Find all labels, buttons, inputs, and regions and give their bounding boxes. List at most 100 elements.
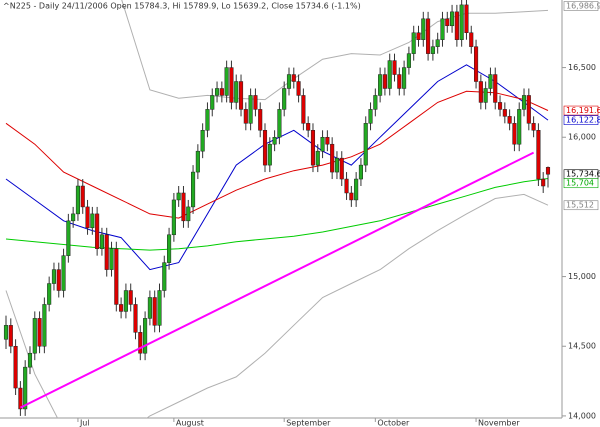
- candle-body: [109, 248, 114, 270]
- candle-body: [99, 234, 104, 249]
- candle-body: [13, 345, 18, 389]
- candle-body: [272, 136, 277, 145]
- candle-body: [502, 109, 507, 117]
- price-tag-box: [563, 115, 599, 125]
- candle-body: [238, 81, 244, 110]
- y-tick-label: 16,000: [568, 133, 596, 142]
- plot-area: [3, 0, 551, 418]
- candle-body: [291, 74, 296, 82]
- candle-body: [330, 143, 335, 173]
- candle-body: [358, 164, 363, 180]
- candle-body: [310, 130, 316, 166]
- candle-body: [133, 304, 138, 333]
- candle-body: [493, 74, 498, 103]
- candle-body: [162, 262, 167, 291]
- candle-body: [37, 318, 42, 347]
- candle-body: [531, 123, 536, 131]
- y-tick-label: 14,000: [568, 411, 596, 420]
- price-tag-label: 15,734.6: [566, 170, 600, 179]
- price-tag-box: [563, 105, 599, 116]
- candle-body: [344, 178, 349, 194]
- candle-body: [229, 67, 234, 103]
- y-tick-label: 14,500: [568, 342, 596, 351]
- x-tick-label: October: [377, 419, 410, 427]
- candle-body: [426, 18, 431, 54]
- candle-body: [262, 130, 268, 166]
- x-tick-label: Jul: [79, 419, 90, 427]
- candle-body: [536, 130, 541, 180]
- candle-body: [191, 171, 196, 208]
- price-tag-label: 16,122.8: [566, 116, 600, 125]
- candle-body: [349, 192, 354, 201]
- candle-body: [545, 167, 551, 175]
- candle-body: [402, 67, 407, 89]
- candle-body: [258, 109, 263, 131]
- candle-body: [51, 269, 57, 284]
- candle-body: [214, 88, 220, 96]
- candle-body: [114, 248, 119, 305]
- candle-body: [488, 74, 493, 89]
- candle-body: [128, 290, 133, 305]
- candle-body: [286, 74, 292, 89]
- candle-body: [200, 130, 205, 152]
- candle-body: [378, 74, 383, 96]
- price-tag-box: [563, 178, 599, 189]
- candle-body: [80, 185, 85, 208]
- candle-body: [104, 234, 109, 270]
- candle-body: [119, 304, 124, 312]
- candle-body: [296, 81, 301, 96]
- candle-body: [171, 199, 176, 236]
- candle-body: [320, 136, 325, 152]
- candle-body: [517, 109, 522, 145]
- candle-body: [541, 178, 546, 187]
- price-tag-label: 16,191.6: [566, 106, 600, 115]
- candle-body: [27, 352, 33, 368]
- candle-body: [450, 11, 455, 27]
- candle-body: [440, 18, 445, 40]
- candle-body: [507, 116, 512, 124]
- overlay-line: [5, 193, 549, 418]
- x-tick-label: August: [176, 419, 204, 427]
- candle-body: [205, 109, 210, 131]
- candle-body: [387, 60, 392, 89]
- candle-body: [306, 123, 311, 131]
- candle-body: [435, 39, 440, 47]
- candle-body: [61, 255, 66, 291]
- candle-body: [85, 206, 90, 229]
- candle-body: [392, 60, 397, 75]
- candle-body: [23, 366, 28, 410]
- candle-body: [282, 88, 287, 110]
- candle-body: [277, 109, 282, 138]
- candle-body: [354, 178, 359, 201]
- candle-body: [368, 109, 373, 124]
- candle-body: [71, 213, 76, 222]
- candle-body: [42, 304, 47, 347]
- price-tag-label: 15,704: [566, 179, 594, 188]
- candle-body: [3, 325, 9, 340]
- candle-body: [469, 32, 474, 47]
- candle-body: [478, 81, 483, 103]
- candle-body: [176, 192, 181, 201]
- candle-body: [95, 213, 100, 249]
- price-tag-label: 16,986.9: [566, 2, 600, 11]
- candle-body: [454, 11, 459, 40]
- candle-body: [253, 95, 258, 110]
- candle-body: [363, 123, 368, 166]
- candle-body: [248, 95, 253, 124]
- candle-body: [75, 185, 80, 215]
- candle-body: [497, 102, 503, 110]
- candle-body: [147, 297, 152, 319]
- candle-body: [152, 297, 157, 326]
- candle-body: [181, 192, 186, 222]
- candle-body: [47, 283, 52, 305]
- candle-body: [224, 67, 229, 96]
- candle-body: [234, 81, 239, 103]
- candle-body: [123, 290, 128, 312]
- candle-body: [430, 46, 435, 54]
- candle-body: [464, 4, 469, 33]
- candle-body: [157, 290, 162, 326]
- candle-body: [382, 74, 387, 89]
- overlay-line: [5, 90, 549, 219]
